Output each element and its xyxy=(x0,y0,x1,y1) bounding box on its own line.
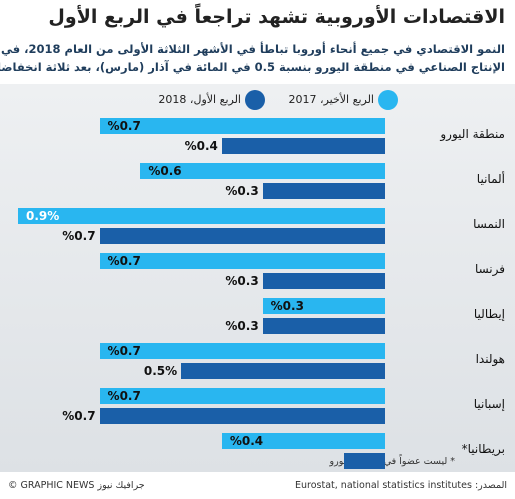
legend-label: الربع الأخير، 2017 xyxy=(288,93,374,106)
subtitle: النمو الاقتصادي في جميع أنحاء أوروبا تبا… xyxy=(0,42,505,56)
bar xyxy=(99,388,385,404)
footnote: * ليست عضواً في منطقة اليورو xyxy=(329,456,455,467)
bar xyxy=(221,138,385,154)
category-label: إيطاليا xyxy=(473,307,505,321)
category-label: هولندا xyxy=(475,352,505,366)
bar xyxy=(344,453,385,469)
bar xyxy=(221,433,385,449)
legend-swatch xyxy=(378,90,398,110)
bar xyxy=(99,228,385,244)
category-label: ألمانيا xyxy=(476,172,505,186)
value-label: %0.7 xyxy=(62,229,96,243)
value-label: %0.4 xyxy=(229,434,264,448)
bar xyxy=(99,343,385,359)
category-label: النمسا xyxy=(473,217,505,231)
category-label: منطقة اليورو xyxy=(440,127,505,141)
subtitle: الإنتاج الصناعي في منطقة اليورو بنسبة 0.… xyxy=(0,60,505,74)
bar xyxy=(262,273,385,289)
bar xyxy=(140,163,385,179)
value-label: 0.5% xyxy=(143,364,178,378)
value-label: %0.7 xyxy=(107,119,141,133)
credit: © GRAPHIC NEWS جرافيك نيوز xyxy=(8,480,145,491)
chart-title: الاقتصادات الأوروبية تشهد تراجعاً في الر… xyxy=(48,6,505,28)
value-label: %0.3 xyxy=(270,299,304,313)
bar xyxy=(262,318,385,334)
value-label: %0.7 xyxy=(107,254,141,268)
value-label: %0.3 xyxy=(225,319,259,333)
category-label: إسبانيا xyxy=(473,397,505,411)
value-label: %0.3 xyxy=(225,274,259,288)
category-label: بريطانيا* xyxy=(461,442,505,456)
value-label: %0.7 xyxy=(107,344,141,358)
value-label: %0.4 xyxy=(184,139,218,153)
bar xyxy=(99,253,385,269)
bar xyxy=(181,363,385,379)
bar xyxy=(99,118,385,134)
value-label: %0.6 xyxy=(148,164,182,178)
value-label: 0.9% xyxy=(26,209,60,223)
bar xyxy=(99,408,385,424)
bar xyxy=(262,298,385,314)
value-label: %0.7 xyxy=(107,389,141,403)
bar xyxy=(262,183,385,199)
category-label: فرنسا xyxy=(474,262,505,276)
value-label: %0.7 xyxy=(62,409,96,423)
legend-label: الربع الأول، 2018 xyxy=(158,93,241,106)
value-label: %0.3 xyxy=(225,184,259,198)
bar xyxy=(18,208,385,224)
legend-swatch xyxy=(245,90,265,110)
source: المصدر: Eurostat, national statistics in… xyxy=(295,480,507,491)
